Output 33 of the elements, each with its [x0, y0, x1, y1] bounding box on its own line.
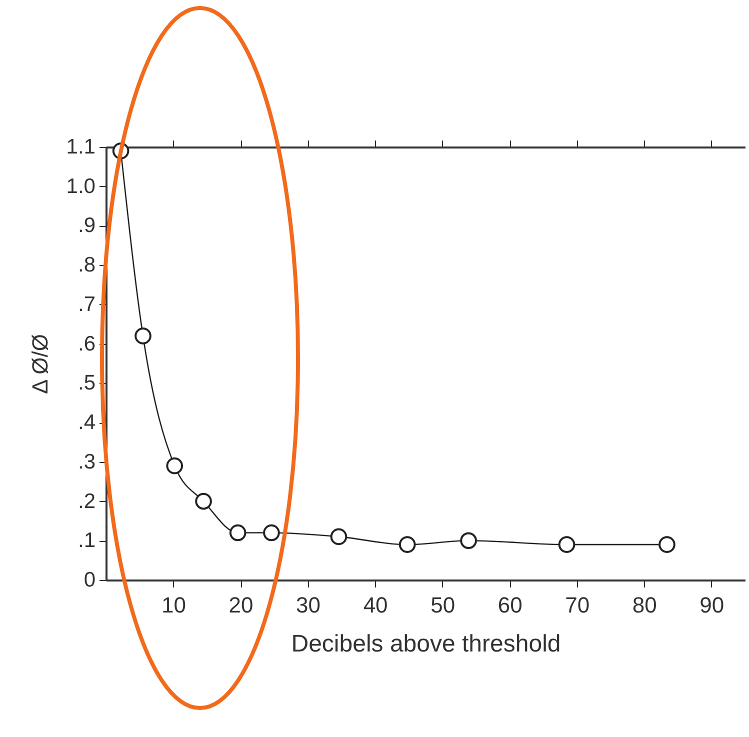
y-tick-label: .2: [78, 490, 96, 513]
point: [263, 524, 280, 542]
y-tick-label: .5: [78, 372, 96, 395]
x-tick-label: 80: [632, 592, 657, 618]
point: [229, 524, 246, 542]
y-tick-label: .3: [78, 450, 96, 474]
y-axis-title: Δ Ø/Ø: [27, 334, 52, 394]
x-tick-label: 30: [296, 592, 321, 618]
point: [134, 328, 152, 344]
y-tick-label: 1.1: [66, 136, 96, 158]
point: [558, 536, 576, 553]
x-tick-label: 50: [430, 592, 456, 618]
y-tick-label: 0: [84, 568, 96, 592]
y-tick-label: .4: [78, 411, 96, 434]
y-tick-label: .7: [78, 292, 96, 316]
point: [330, 528, 348, 546]
x-tick-label: 20: [228, 592, 254, 618]
point: [195, 492, 212, 510]
x-axis-title: Decibels above threshold: [291, 630, 561, 658]
point: [166, 457, 184, 474]
y-tick-label: .6: [78, 332, 96, 356]
point: [658, 536, 676, 553]
point: [460, 532, 477, 550]
x-tick-label: 10: [162, 592, 186, 618]
y-tick-label: .8: [78, 254, 96, 277]
y-tick-label: .1: [78, 529, 96, 552]
x-tick-label: 70: [565, 592, 590, 618]
x-tick-label: 90: [700, 592, 724, 618]
x-tick-label: 40: [363, 592, 388, 618]
point: [398, 536, 416, 553]
x-tick-label: 60: [498, 592, 522, 618]
y-tick-label: .9: [78, 214, 96, 238]
y-tick-label: 1.0: [66, 174, 96, 198]
